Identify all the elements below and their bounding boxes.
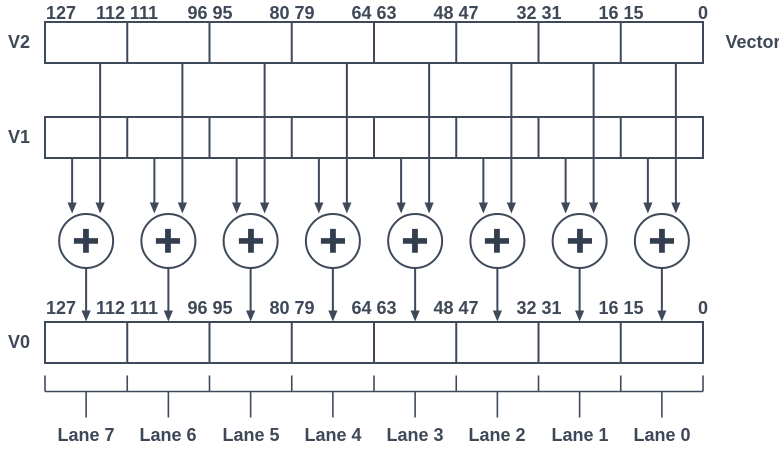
- v1-operand-arrowhead: [67, 202, 77, 214]
- lane-label-1: Lane 1: [551, 425, 609, 445]
- bit-label-top-80-79: 80 79: [269, 3, 315, 23]
- v2-operand-arrowhead: [424, 202, 434, 214]
- bit-label-top-16-15: 16 15: [598, 3, 644, 23]
- bit-label-result-112-111: 112 111: [95, 298, 159, 318]
- register-label-v2: V2: [7, 32, 31, 52]
- v2-operand-arrowhead: [95, 202, 105, 214]
- sum-arrowhead: [328, 310, 338, 322]
- bit-label-top-48-47: 48 47: [433, 3, 479, 23]
- sum-arrowhead: [575, 310, 585, 322]
- bit-label-result-80-79: 80 79: [269, 298, 315, 318]
- bit-label-top-0: 0: [697, 3, 708, 23]
- bit-label-top-112-111: 112 111: [95, 3, 159, 23]
- plus-icon: +: [564, 220, 596, 261]
- lane-label-3: Lane 3: [386, 425, 444, 445]
- sum-arrowhead: [410, 310, 420, 322]
- bit-label-top-32-31: 32 31: [516, 3, 562, 23]
- lane-label-5: Lane 5: [222, 425, 280, 445]
- bit-label-top-127: 127: [46, 3, 77, 23]
- v1-operand-arrowhead: [478, 202, 488, 214]
- bit-label-top-96-95: 96 95: [187, 3, 233, 23]
- bit-label-result-0: 0: [697, 298, 708, 318]
- v2-operand-arrowhead: [260, 202, 270, 214]
- v1-operand-arrowhead: [232, 202, 242, 214]
- register-label-v0: V0: [7, 332, 31, 352]
- v1-operand-arrowhead: [314, 202, 324, 214]
- lane-label-4: Lane 4: [304, 425, 362, 445]
- sum-arrowhead: [492, 310, 502, 322]
- vector-caption: Vector: [725, 32, 779, 52]
- plus-icon: +: [70, 220, 102, 261]
- bit-label-result-127: 127: [46, 298, 77, 318]
- v2-operand-arrowhead: [342, 202, 352, 214]
- plus-icon: +: [235, 220, 267, 261]
- plus-icon: +: [646, 220, 678, 261]
- bit-label-result-48-47: 48 47: [433, 298, 479, 318]
- bit-label-result-64-63: 64 63: [351, 298, 397, 318]
- v2-operand-arrowhead: [671, 202, 681, 214]
- plus-icon: +: [399, 220, 431, 261]
- v1-operand-arrowhead: [561, 202, 571, 214]
- sum-arrowhead: [81, 310, 91, 322]
- v1-operand-arrowhead: [396, 202, 406, 214]
- bit-label-result-32-31: 32 31: [516, 298, 562, 318]
- v2-operand-arrowhead: [506, 202, 516, 214]
- v1-operand-arrowhead: [643, 202, 653, 214]
- lane-label-6: Lane 6: [139, 425, 197, 445]
- plus-icon: +: [317, 220, 349, 261]
- lane-label-2: Lane 2: [468, 425, 526, 445]
- bit-label-result-96-95: 96 95: [187, 298, 233, 318]
- register-label-v1: V1: [7, 127, 31, 147]
- bit-label-top-64-63: 64 63: [351, 3, 397, 23]
- v2-operand-arrowhead: [177, 202, 187, 214]
- plus-icon: +: [152, 220, 184, 261]
- lane-label-7: Lane 7: [57, 425, 115, 445]
- v2-operand-arrowhead: [589, 202, 599, 214]
- lane-label-0: Lane 0: [633, 425, 691, 445]
- bit-label-result-16-15: 16 15: [598, 298, 644, 318]
- sum-arrowhead: [163, 310, 173, 322]
- v1-operand-arrowhead: [149, 202, 159, 214]
- plus-icon: +: [481, 220, 513, 261]
- sum-arrowhead: [246, 310, 256, 322]
- sum-arrowhead: [657, 310, 667, 322]
